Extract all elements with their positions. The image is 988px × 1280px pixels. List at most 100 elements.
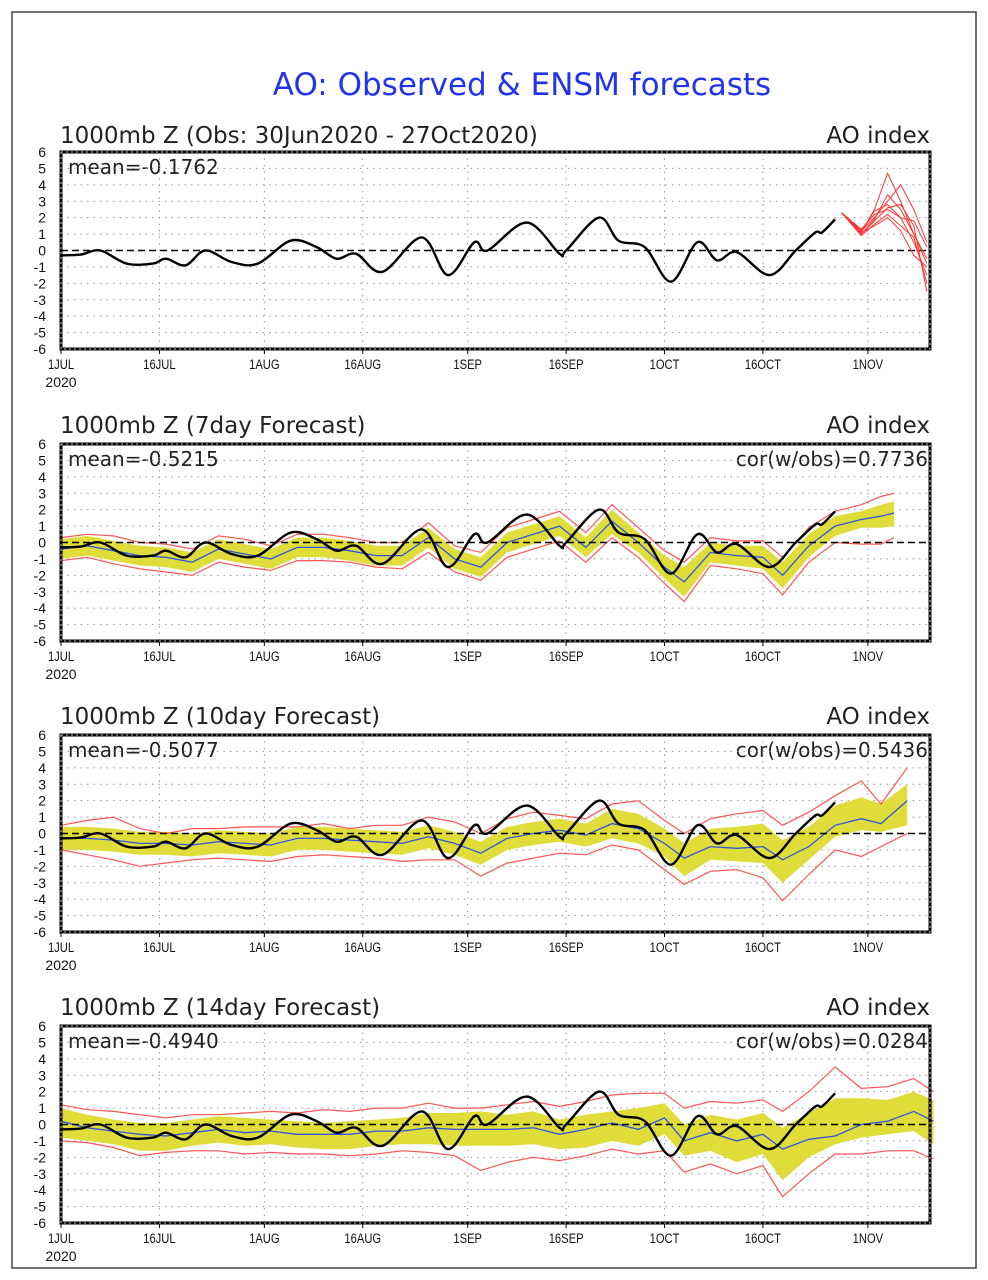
- x-tick-label: 16JUL: [143, 1231, 175, 1246]
- y-tick-label: -3: [34, 1166, 47, 1182]
- x-tick-label: 1NOV: [853, 940, 884, 955]
- panel-14day-forecast: 1000mb Z (14day Forecast) AO index mean=…: [34, 995, 934, 1264]
- observed-ao-line: [60, 1090, 836, 1157]
- y-tick-label: -3: [34, 875, 47, 891]
- plot-border-dash: [60, 151, 931, 350]
- panel-right-label: AO index: [826, 123, 930, 149]
- y-tick-label: -1: [34, 259, 47, 275]
- y-tick-label: 6: [38, 1018, 46, 1034]
- y-tick-label: -1: [34, 842, 47, 858]
- figure-frame: [11, 11, 977, 1269]
- y-tick-label: 4: [38, 469, 46, 485]
- panel-right-label: AO index: [826, 704, 930, 730]
- y-tick-label: -2: [34, 275, 47, 291]
- y-tick-label: -4: [34, 308, 47, 324]
- plot-area: [60, 1026, 934, 1223]
- y-tick-label: -6: [34, 924, 47, 940]
- panel-title: 1000mb Z (14day Forecast): [60, 995, 380, 1021]
- x-tick-label: 16SEP: [549, 1231, 584, 1246]
- y-tick-label: 6: [38, 436, 46, 452]
- x-tick-label: 16JUL: [143, 357, 175, 372]
- x-tick-year-label: 2020: [45, 374, 76, 390]
- x-tick-label: 1AUG: [249, 357, 279, 372]
- ensemble-mean-line: [60, 1110, 934, 1150]
- y-tick-label: -5: [34, 908, 47, 924]
- y-tick-label: 2: [38, 1084, 46, 1100]
- y-tick-label: 4: [38, 1051, 46, 1067]
- x-tick-label: 16AUG: [344, 649, 381, 664]
- y-tick-label: 3: [38, 1067, 46, 1083]
- x-tick-year-label: 2020: [45, 666, 76, 682]
- x-tick-label: 16AUG: [344, 940, 381, 955]
- y-tick-label: -2: [34, 567, 47, 583]
- x-tick-label: 1AUG: [249, 1231, 279, 1246]
- y-tick-label: -5: [34, 1199, 47, 1215]
- plot-area: [60, 152, 930, 349]
- x-tick-label: 1SEP: [453, 357, 482, 372]
- plot-area: [60, 735, 930, 932]
- x-tick-label: 1JUL: [48, 1231, 74, 1246]
- x-tick-label: 1OCT: [650, 357, 680, 372]
- x-tick-year-label: 2020: [45, 1248, 76, 1264]
- y-tick-label: -6: [34, 1215, 47, 1231]
- y-tick-label: 5: [38, 452, 46, 468]
- y-tick-label: -2: [34, 858, 47, 874]
- x-tick-label: 1NOV: [853, 1231, 884, 1246]
- range-upper-line: [60, 1066, 934, 1119]
- x-tick-label: 1JUL: [48, 940, 74, 955]
- ensemble-member-line: [841, 212, 928, 284]
- plot-border-dash: [60, 443, 931, 642]
- x-tick-label: 1NOV: [853, 649, 884, 664]
- y-tick-label: 0: [38, 535, 46, 551]
- x-tick-label: 16OCT: [745, 649, 781, 664]
- mean-stat: mean=-0.4940: [68, 1029, 219, 1053]
- mean-stat: mean=-0.5215: [68, 447, 219, 471]
- plot-border-dash: [60, 734, 931, 933]
- range-lower-line: [60, 536, 895, 603]
- x-tick-label: 16JUL: [143, 649, 175, 664]
- y-tick-label: -1: [34, 1133, 47, 1149]
- observed-ao-line: [60, 216, 836, 283]
- correlation-stat: cor(w/obs)=0.0284: [736, 1029, 928, 1053]
- x-tick-label: 1SEP: [453, 649, 482, 664]
- x-tick-label: 16OCT: [745, 1231, 781, 1246]
- y-tick-label: -4: [34, 1182, 47, 1198]
- mean-stat: mean=-0.1762: [68, 155, 219, 179]
- panel-7day-forecast: 1000mb Z (7day Forecast) AO index mean=-…: [34, 413, 932, 682]
- x-tick-label: 1JUL: [48, 649, 74, 664]
- y-tick-label: 3: [38, 485, 46, 501]
- figure-title: AO: Observed & ENSM forecasts: [273, 67, 771, 103]
- ensemble-mean-line: [61, 800, 908, 861]
- x-tick-label: 16SEP: [549, 649, 584, 664]
- y-tick-label: 5: [38, 160, 46, 176]
- y-tick-label: 6: [38, 144, 46, 160]
- y-tick-label: 1: [38, 1100, 46, 1116]
- x-tick-label: 1SEP: [453, 940, 482, 955]
- y-tick-label: 4: [38, 177, 46, 193]
- y-tick-label: -4: [34, 600, 47, 616]
- x-tick-label: 16SEP: [549, 357, 584, 372]
- range-lower-line: [60, 832, 908, 902]
- y-tick-label: -3: [34, 584, 47, 600]
- observed-ao-line: [60, 508, 836, 575]
- x-tick-label: 16SEP: [549, 940, 584, 955]
- x-tick-label: 16AUG: [344, 1231, 381, 1246]
- y-tick-label: 5: [38, 743, 46, 759]
- correlation-stat: cor(w/obs)=0.7736: [736, 447, 928, 471]
- y-tick-label: -5: [34, 617, 47, 633]
- correlation-stat: cor(w/obs)=0.5436: [736, 738, 928, 762]
- x-tick-label: 1OCT: [650, 1231, 680, 1246]
- x-tick-label: 1JUL: [48, 357, 74, 372]
- ensemble-member-line: [841, 203, 928, 248]
- y-tick-label: -4: [34, 891, 47, 907]
- x-tick-label: 1AUG: [249, 649, 279, 664]
- ensemble-member-line: [841, 193, 928, 264]
- y-tick-label: 0: [38, 826, 46, 842]
- ensemble-member-line: [841, 212, 928, 268]
- y-tick-label: 1: [38, 226, 46, 242]
- y-tick-label: 6: [38, 727, 46, 743]
- x-tick-label: 1OCT: [650, 940, 680, 955]
- y-tick-label: 1: [38, 518, 46, 534]
- panel-right-label: AO index: [826, 413, 930, 439]
